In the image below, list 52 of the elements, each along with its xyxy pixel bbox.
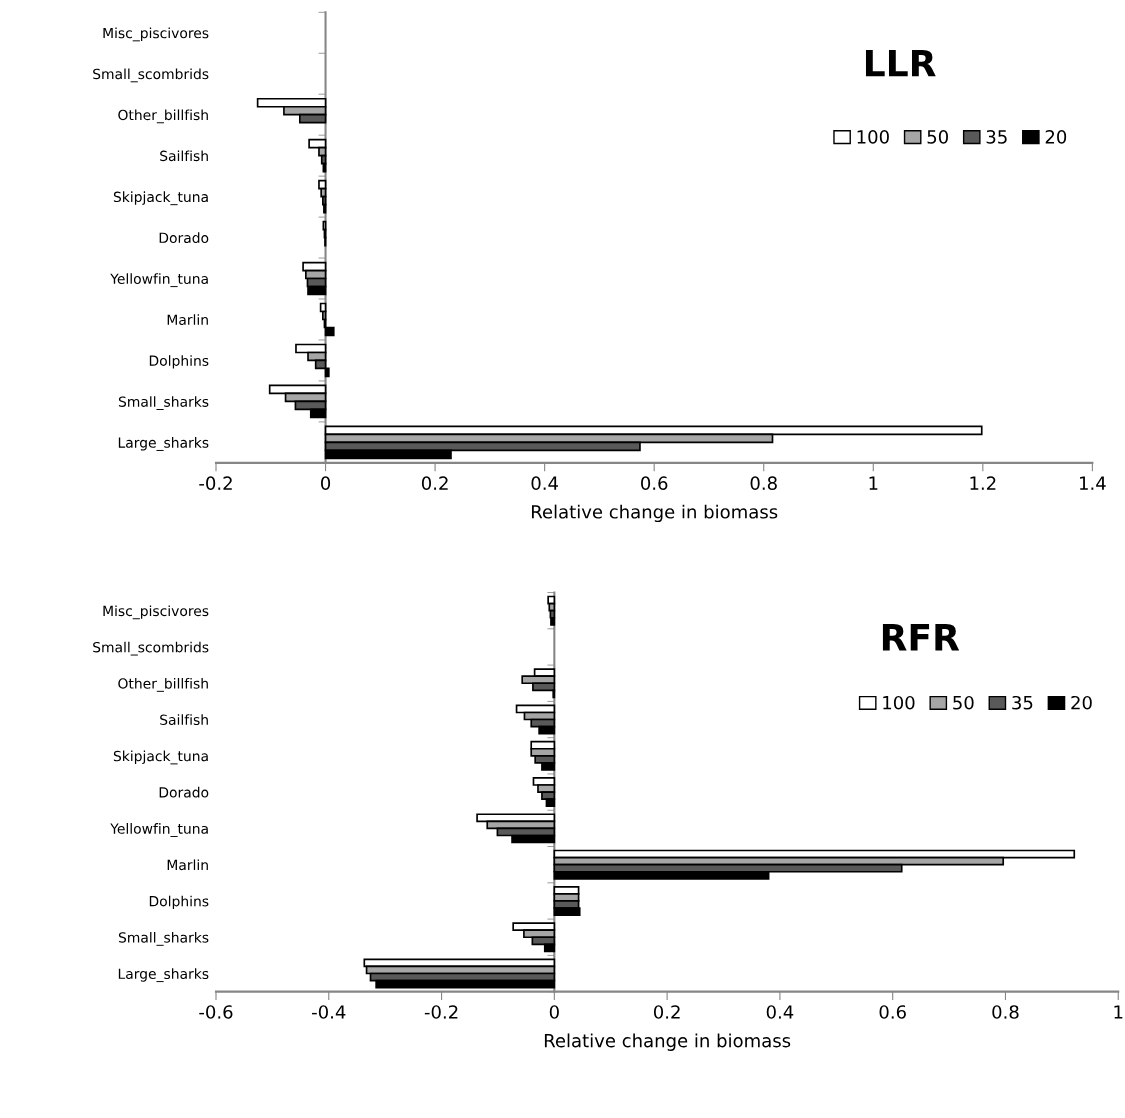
x-tick-label: 0.8 — [750, 476, 777, 491]
x-tick-label: 1.2 — [970, 476, 996, 490]
y-tick-label: Small_scombrids — [93, 68, 209, 83]
x-tick-label: 0.8 — [992, 1005, 1019, 1019]
y-tick-label: Small_scombrids — [93, 641, 209, 656]
x-axis-title: Relative change in biomass — [532, 504, 778, 523]
x-tick-label: -0.2 — [199, 476, 232, 491]
x-tick-label: 0.6 — [879, 1005, 906, 1019]
legend-label: 50 — [927, 130, 948, 144]
legend-label: 35 — [986, 130, 1007, 144]
y-tick-label: Yellowfin_tuna — [110, 273, 208, 288]
y-tick-label: Dolphins — [149, 355, 209, 369]
y-tick-label: Misc_piscivores — [103, 605, 209, 620]
legend-label: 20 — [1071, 695, 1092, 710]
y-tick-label: Large_sharks — [118, 968, 209, 983]
y-tick-label: Sailfish — [160, 714, 208, 726]
y-tick-label: Large_sharks — [118, 437, 209, 451]
annotation: RFR — [882, 624, 960, 651]
y-tick-label: Other_billfish — [118, 109, 208, 124]
x-tick-label: 0 — [549, 1005, 559, 1019]
y-tick-label: Sailfish — [160, 150, 208, 162]
legend-label: 20 — [1045, 130, 1067, 144]
x-tick-label: 0.4 — [766, 1005, 794, 1019]
y-tick-label: Dorado — [159, 786, 209, 798]
y-tick-label: Marlin — [167, 314, 208, 325]
legend-label: 100 — [883, 695, 915, 710]
y-tick-label: Other_billfish — [118, 677, 208, 692]
x-tick-label: 0 — [320, 476, 331, 491]
x-tick-label: 0.2 — [421, 476, 448, 491]
legend-label: 50 — [953, 695, 974, 710]
legend-label: 35 — [1012, 695, 1033, 710]
x-tick-label: -0.4 — [312, 1005, 346, 1019]
y-tick-label: Dolphins — [149, 895, 209, 910]
x-tick-label: -0.2 — [424, 1005, 458, 1019]
y-tick-label: Skipjack_tuna — [113, 750, 208, 765]
annotation: LLR — [865, 50, 936, 77]
x-tick-label: 1 — [869, 476, 878, 490]
x-tick-label: -0.6 — [199, 1005, 233, 1019]
x-axis-title: Relative change in biomass — [544, 1033, 791, 1051]
y-tick-label: Small_sharks — [118, 931, 209, 946]
y-tick-label: Skipjack_tuna — [113, 191, 208, 206]
y-tick-label: Yellowfin_tuna — [110, 823, 208, 837]
y-tick-label: Dorado — [159, 232, 209, 244]
y-tick-label: Marlin — [167, 859, 208, 871]
x-tick-label: 1 — [1114, 1005, 1123, 1019]
legend-label: 100 — [857, 130, 889, 144]
x-tick-label: 1.4 — [1080, 476, 1106, 490]
x-tick-label: 0.6 — [641, 476, 668, 491]
x-tick-label: 0.2 — [653, 1005, 680, 1019]
y-tick-label: Misc_piscivores — [103, 27, 209, 42]
x-tick-label: 0.4 — [531, 476, 558, 491]
y-tick-label: Small_sharks — [118, 396, 209, 410]
